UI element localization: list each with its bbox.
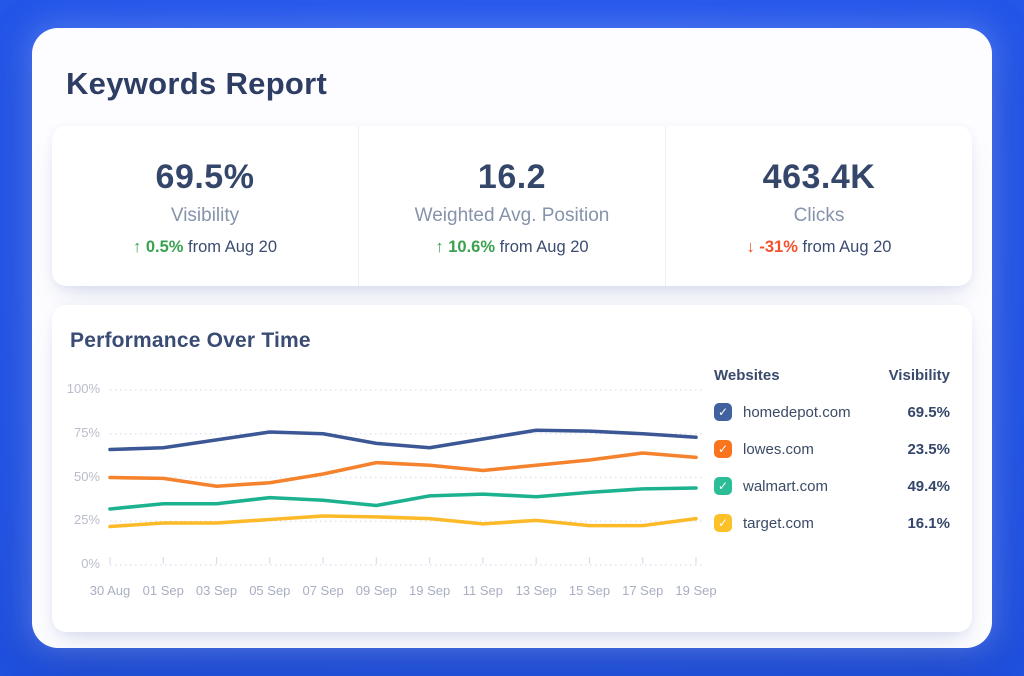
line-series-homedepot.com [108, 428, 698, 452]
line-series-lowes.com [108, 451, 698, 489]
legend-header-websites: Websites [714, 366, 780, 384]
page-title: Keywords Report [66, 66, 328, 101]
legend-row-target: ✓ target.com 16.1% [714, 511, 950, 535]
delta-value: 0.5% [145, 237, 184, 256]
delta-value: 10.6% [448, 237, 496, 256]
y-axis-label: 75% [73, 424, 100, 440]
stat-value: 16.2 [477, 157, 547, 196]
x-axis-label: 15 Sep [568, 583, 611, 598]
delta-compare-text: from Aug 20 [499, 237, 589, 256]
delta-compare-text: from Aug 20 [188, 237, 278, 256]
legend-table: Websites Visibility ✓ homedepot.com 69.5… [714, 363, 950, 535]
x-axis-label: 19 Sep [409, 583, 451, 598]
stat-delta: ↓ -31% from Aug 20 [747, 238, 892, 257]
performance-chart-panel: Performance Over Time 100% 75% 50% 25% 0% 30 … [52, 305, 972, 632]
checkbox-checked-icon[interactable]: ✓ [714, 514, 732, 532]
stat-value: 463.4K [762, 157, 876, 196]
stats-panel: 69.5% Visibility ↑ 0.5% from Aug 20 16.2… [52, 126, 972, 286]
x-axis-label: 30 Aug [89, 583, 131, 598]
legend-row-homedepot: ✓ homedepot.com 69.5% [714, 400, 950, 424]
legend-header-visibility: Visibility [888, 366, 950, 384]
stat-label: Visibility [170, 204, 240, 226]
x-axis-label: 05 Sep [249, 583, 291, 598]
arrow-down-icon: ↓ [746, 237, 755, 256]
legend-site-label: lowes.com [743, 440, 814, 458]
line-series-target.com [108, 514, 698, 529]
stat-card-visibility: 69.5% Visibility ↑ 0.5% from Aug 20 [52, 126, 358, 286]
legend-visibility-value: 16.1% [907, 514, 950, 532]
keywords-report-card: Keywords Report 69.5% Visibility ↑ 0.5% … [32, 28, 992, 648]
stat-value: 69.5% [155, 157, 255, 196]
delta-compare-text: from Aug 20 [802, 237, 892, 256]
legend-site-label: homedepot.com [743, 403, 851, 421]
x-axis-label: 07 Sep [302, 583, 344, 598]
arrow-up-icon: ↑ [132, 237, 142, 256]
x-axis-label: 09 Sep [355, 583, 397, 598]
checkbox-checked-icon[interactable]: ✓ [714, 403, 732, 421]
stat-label: Clicks [793, 204, 845, 226]
y-axis-label: 100% [66, 381, 100, 396]
legend-visibility-value: 49.4% [907, 477, 950, 495]
stat-card-weighted-avg-position: 16.2 Weighted Avg. Position ↑ 10.6% from… [358, 126, 665, 286]
legend-site-label: target.com [743, 514, 814, 532]
y-axis-label: 0% [81, 556, 100, 571]
legend-visibility-value: 23.5% [907, 440, 950, 458]
chart-title: Performance Over Time [70, 329, 311, 352]
delta-value: -31% [759, 237, 798, 256]
stat-delta: ↑ 0.5% from Aug 20 [133, 238, 277, 257]
checkbox-checked-icon[interactable]: ✓ [714, 477, 732, 495]
x-axis-label: 19 Sep [675, 583, 717, 598]
legend-visibility-value: 69.5% [907, 403, 950, 421]
x-axis-label: 03 Sep [195, 583, 238, 598]
legend-site-label: walmart.com [743, 477, 829, 495]
x-axis-label: 11 Sep [462, 583, 504, 598]
line-series-walmart.com [108, 486, 698, 511]
y-axis-label: 25% [73, 512, 100, 528]
legend-row-lowes: ✓ lowes.com 23.5% [714, 437, 950, 461]
y-axis-label: 50% [73, 468, 100, 484]
x-axis-label: 01 Sep [142, 583, 184, 598]
legend-header: Websites Visibility [714, 363, 950, 387]
stat-card-clicks: 463.4K Clicks ↓ -31% from Aug 20 [665, 126, 972, 286]
stat-label: Weighted Avg. Position [414, 204, 610, 226]
x-axis-label: 13 Sep [515, 583, 557, 598]
arrow-up-icon: ↑ [435, 237, 444, 256]
x-axis-label: 17 Sep [622, 583, 664, 598]
stat-delta: ↑ 10.6% from Aug 20 [435, 238, 588, 257]
checkbox-checked-icon[interactable]: ✓ [714, 440, 732, 458]
legend-row-walmart: ✓ walmart.com 49.4% [714, 474, 950, 498]
